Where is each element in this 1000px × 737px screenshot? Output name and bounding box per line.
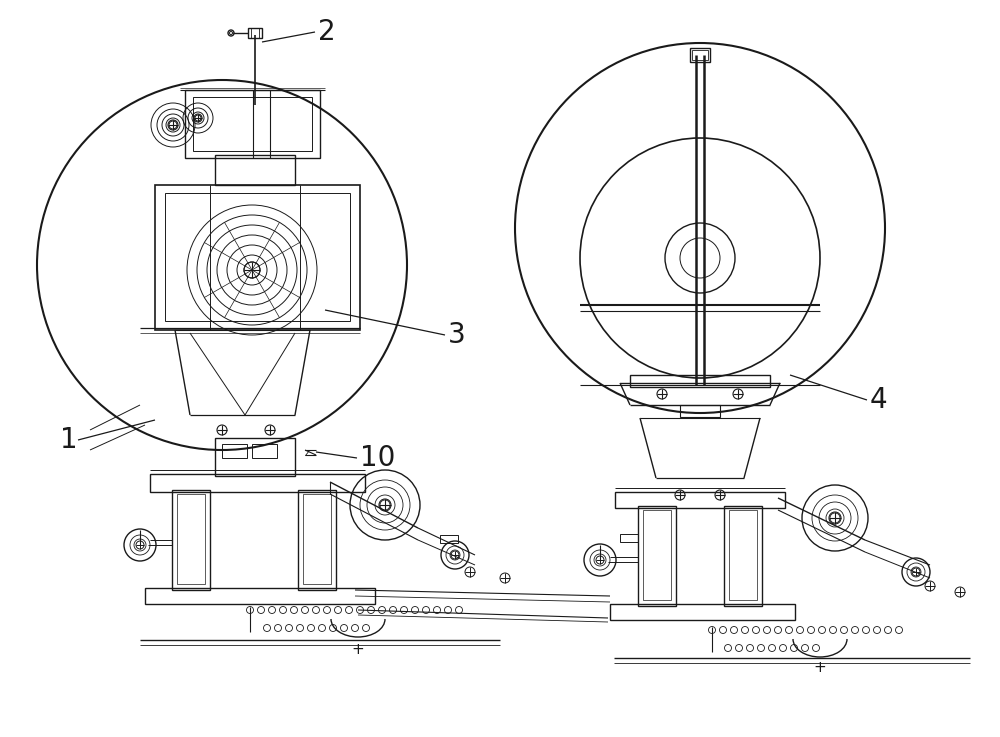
Text: 10: 10 <box>360 444 395 472</box>
Bar <box>145 588 375 604</box>
Bar <box>177 494 205 584</box>
Bar <box>303 494 331 584</box>
Text: +: + <box>352 643 364 657</box>
Bar <box>440 535 458 543</box>
Text: z: z <box>305 448 310 458</box>
Bar <box>690 48 710 62</box>
Bar <box>252 444 277 458</box>
Bar <box>610 604 795 620</box>
Bar <box>692 50 708 60</box>
Bar <box>150 474 365 492</box>
Bar <box>251 28 259 38</box>
Bar <box>298 490 336 590</box>
Bar <box>215 438 295 476</box>
Bar <box>193 97 312 151</box>
Bar <box>165 193 350 321</box>
Bar <box>724 506 762 606</box>
Bar <box>680 405 720 417</box>
Bar <box>185 90 320 158</box>
Bar <box>248 28 262 38</box>
Bar <box>172 490 210 590</box>
Bar <box>643 510 671 600</box>
Text: 3: 3 <box>448 321 466 349</box>
Text: 1: 1 <box>60 426 78 454</box>
Bar <box>630 375 770 387</box>
Bar <box>615 492 785 508</box>
Bar <box>729 510 757 600</box>
Bar <box>620 534 638 542</box>
Bar <box>638 506 676 606</box>
Bar <box>155 185 360 330</box>
Text: +: + <box>814 660 826 676</box>
Bar <box>222 444 247 458</box>
Bar <box>215 155 295 185</box>
Text: 2: 2 <box>318 18 336 46</box>
Text: 4: 4 <box>870 386 888 414</box>
